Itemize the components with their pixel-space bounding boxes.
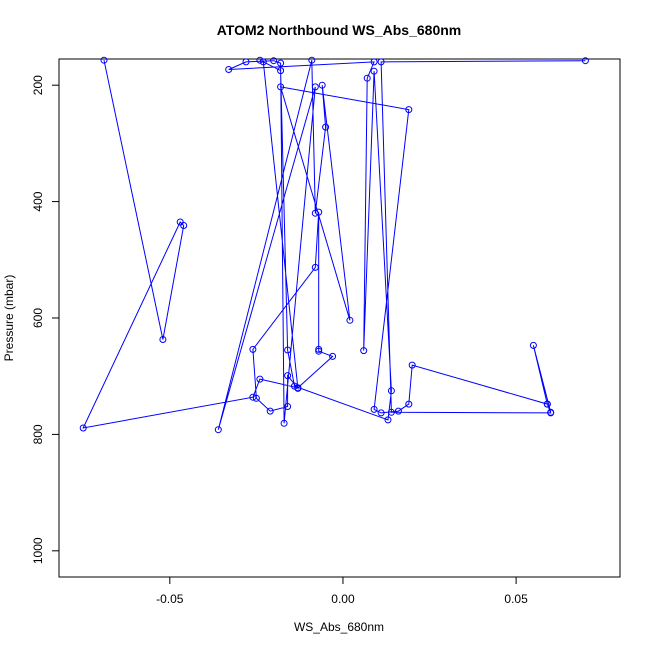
y-tick-label: 800 bbox=[31, 424, 45, 444]
y-axis-label: Pressure (mbar) bbox=[2, 275, 16, 362]
data-point bbox=[249, 393, 257, 401]
series-line bbox=[82, 59, 586, 430]
data-point bbox=[176, 218, 184, 226]
data-point bbox=[284, 346, 292, 354]
data-point bbox=[387, 387, 395, 395]
y-tick-label: 200 bbox=[31, 75, 45, 95]
data-point bbox=[308, 56, 316, 64]
data-point bbox=[249, 345, 257, 353]
y-axis: 200 400 600 800 1000 bbox=[31, 75, 60, 564]
y-tick-label: 1000 bbox=[31, 537, 45, 564]
x-axis: -0.05 0.00 0.05 bbox=[156, 576, 528, 606]
data-point bbox=[252, 394, 260, 402]
data-point bbox=[387, 408, 395, 416]
data-point bbox=[79, 424, 87, 432]
data-point bbox=[256, 375, 264, 383]
data-point bbox=[266, 407, 274, 415]
data-point bbox=[547, 409, 555, 417]
data-point bbox=[280, 419, 288, 427]
data-point bbox=[291, 382, 298, 390]
data-point bbox=[346, 316, 354, 324]
data-point bbox=[284, 372, 292, 380]
data-point bbox=[256, 56, 264, 64]
x-tick-label: 0.05 bbox=[504, 592, 528, 606]
data-point bbox=[284, 403, 292, 410]
data-point bbox=[259, 58, 267, 66]
data-point bbox=[315, 345, 323, 353]
data-point bbox=[311, 263, 319, 271]
data-point bbox=[405, 106, 413, 114]
y-tick-label: 600 bbox=[31, 308, 45, 328]
data-point bbox=[159, 336, 167, 343]
data-point bbox=[318, 81, 326, 89]
data-point bbox=[581, 57, 589, 65]
data-point bbox=[408, 361, 416, 369]
data-point bbox=[370, 405, 378, 413]
data-point bbox=[100, 56, 108, 64]
data-point bbox=[370, 58, 378, 66]
data-point bbox=[225, 66, 233, 73]
data-point bbox=[377, 409, 385, 417]
data-point bbox=[329, 352, 337, 360]
chart-title: ATOM2 Northbound WS_Abs_680nm bbox=[217, 22, 462, 38]
data-point bbox=[311, 83, 319, 91]
x-axis-label: WS_Abs_680nm bbox=[294, 620, 384, 634]
data-point bbox=[394, 407, 402, 415]
data-point bbox=[315, 208, 323, 216]
data-point bbox=[180, 222, 188, 229]
data-point bbox=[377, 58, 385, 66]
data-point bbox=[405, 400, 413, 408]
data-point bbox=[370, 67, 378, 75]
data-point bbox=[270, 57, 278, 65]
data-point bbox=[277, 83, 285, 91]
data-point bbox=[384, 416, 392, 424]
data-point bbox=[311, 209, 319, 217]
x-tick-label: 0.00 bbox=[331, 592, 355, 606]
data-point bbox=[277, 59, 285, 67]
y-tick-label: 400 bbox=[31, 191, 45, 211]
x-tick-label: -0.05 bbox=[156, 592, 184, 606]
data-point bbox=[543, 400, 551, 408]
plot-area-frame bbox=[58, 58, 621, 578]
data-point bbox=[214, 426, 222, 434]
series-layer bbox=[79, 56, 589, 434]
data-point bbox=[242, 58, 250, 66]
data-point bbox=[360, 347, 368, 355]
data-point bbox=[363, 74, 371, 82]
data-point bbox=[529, 341, 537, 349]
data-point bbox=[277, 67, 285, 75]
data-point bbox=[322, 123, 330, 131]
